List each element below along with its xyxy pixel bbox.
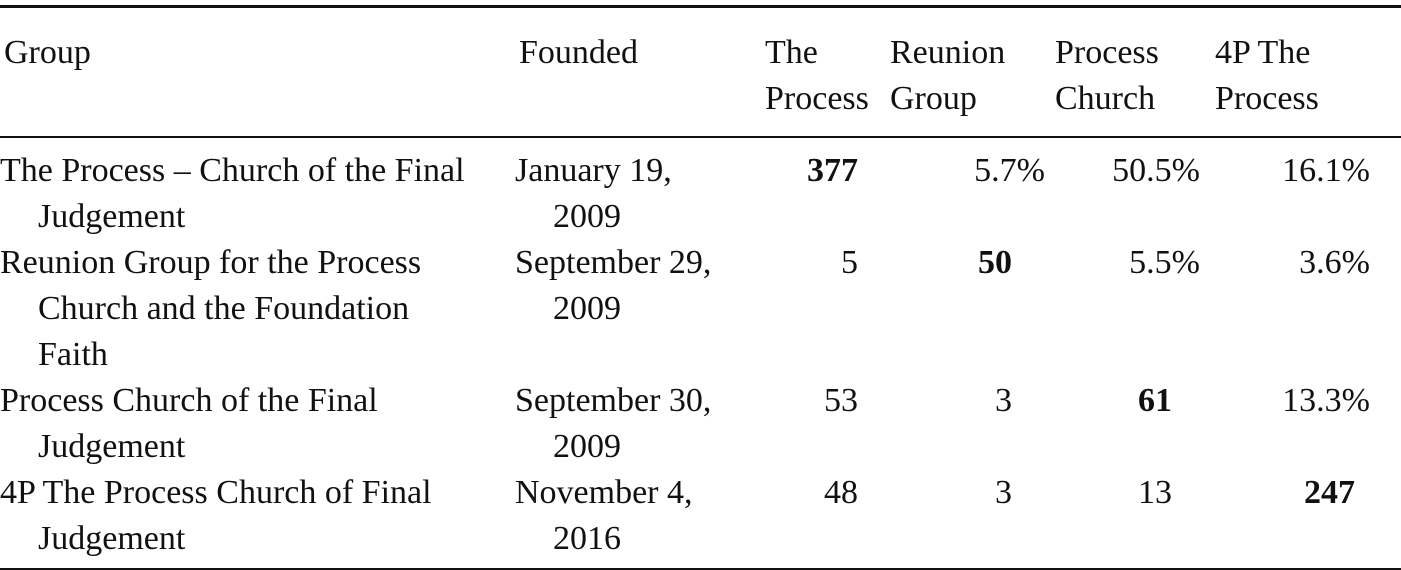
column-header: Founded [519, 34, 638, 71]
number-cell: 16.1% [1282, 152, 1370, 189]
number-cell: 5.5% [1129, 244, 1200, 281]
text-cell: November 4, 2016 [515, 474, 693, 557]
number-cell: 5.7% [974, 152, 1045, 189]
table-row: Reunion Group for the Process Church and… [0, 240, 1401, 378]
text-cell: 4P The Process Church of Final Judgement [0, 474, 432, 557]
table-row: 4P The Process Church of Final Judgement… [0, 470, 1401, 569]
text-cell: Process Church of the Final Judgement [0, 382, 378, 465]
text-cell: January 19, 2009 [515, 152, 672, 235]
number-cell: 5 [841, 244, 858, 281]
number-cell: 13 [1138, 474, 1172, 511]
number-cell: 3.6% [1299, 244, 1370, 281]
number-cell: 377 [807, 152, 858, 189]
data-table: Group Founded The Process Reunion Group Proc… [0, 5, 1401, 570]
text-cell: Reunion Group for the Process Church and… [0, 244, 422, 373]
column-header: Group [4, 34, 91, 71]
number-cell: 247 [1304, 474, 1355, 511]
table-row: The Process – Church of the Final Judgem… [0, 137, 1401, 240]
header-row: Group Founded The Process Reunion Group Proc… [0, 6, 1401, 137]
table-header: Group Founded The Process Reunion Group Proc… [0, 6, 1401, 137]
column-header: The Process [765, 34, 869, 117]
number-cell: 50.5% [1112, 152, 1200, 189]
table-row: Process Church of the Final Judgement Sep… [0, 378, 1401, 470]
table-body: The Process – Church of the Final Judgem… [0, 137, 1401, 569]
column-header: Reunion Group [890, 34, 1006, 117]
number-cell: 3 [995, 382, 1012, 419]
number-cell: 61 [1138, 382, 1172, 419]
number-cell: 50 [978, 244, 1012, 281]
text-cell: September 29, 2009 [515, 244, 712, 327]
number-cell: 48 [824, 474, 858, 511]
column-header: 4P The Process [1215, 34, 1319, 117]
number-cell: 13.3% [1282, 382, 1370, 419]
column-header: Process Church [1055, 34, 1159, 117]
text-cell: The Process – Church of the Final Judgem… [0, 152, 465, 235]
number-cell: 53 [824, 382, 858, 419]
number-cell: 3 [995, 474, 1012, 511]
text-cell: September 30, 2009 [515, 382, 712, 465]
